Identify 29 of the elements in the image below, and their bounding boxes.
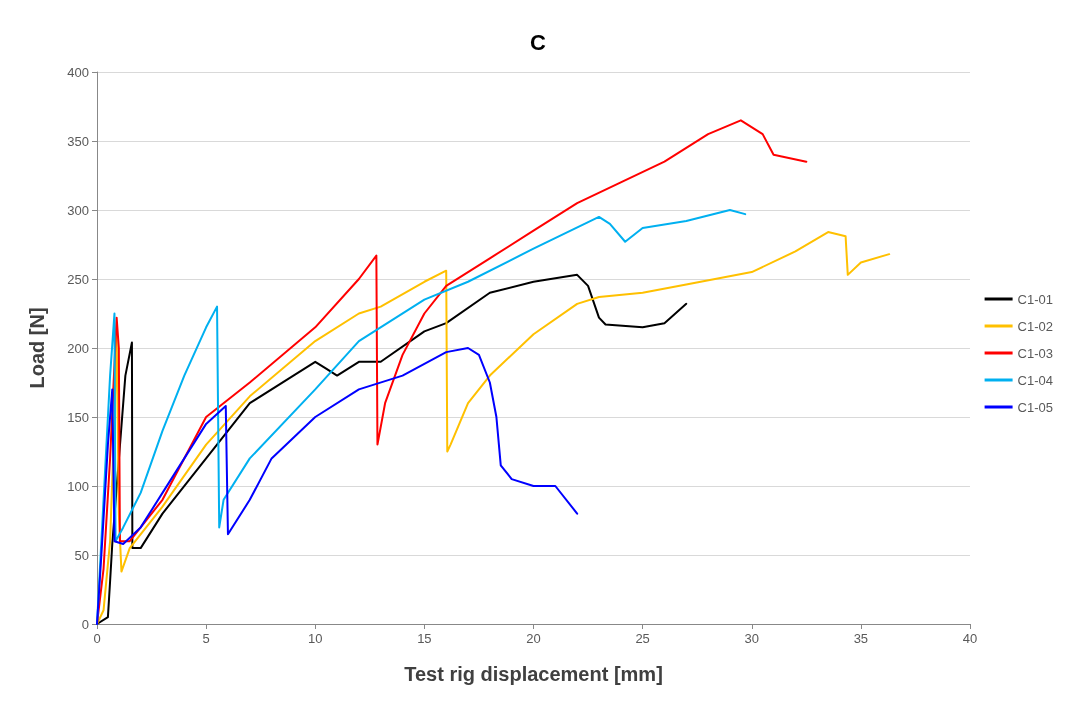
legend-label: C1-04 xyxy=(1017,372,1054,388)
y-tick-label: 50 xyxy=(74,547,89,563)
y-tick-label: 400 xyxy=(67,64,89,80)
x-tick-label: 30 xyxy=(744,631,759,646)
x-tick-label: 5 xyxy=(202,631,210,646)
line-series xyxy=(96,347,579,625)
y-tick-label: 150 xyxy=(67,409,89,425)
legend-label: C1-02 xyxy=(1017,318,1054,334)
line-series xyxy=(96,273,688,625)
y-tick-label: 100 xyxy=(67,478,89,494)
legend-label: C1-05 xyxy=(1017,399,1054,415)
x-tick-label: 15 xyxy=(417,631,432,646)
chart-title: C xyxy=(530,29,547,55)
x-tick-label: 20 xyxy=(526,631,541,646)
legend-label: C1-03 xyxy=(1017,345,1054,361)
x-tick-label: 35 xyxy=(853,631,869,646)
x-tick-label: 40 xyxy=(962,631,978,646)
y-axis-title: Load [N] xyxy=(26,307,48,389)
x-axis-title: Test rig displacement [mm] xyxy=(404,663,663,685)
y-tick-label: 300 xyxy=(67,202,89,218)
y-tick-label: 250 xyxy=(67,271,89,287)
y-tick-label: 0 xyxy=(81,616,89,632)
y-tick-label: 350 xyxy=(67,133,89,149)
x-tick-label: 25 xyxy=(635,631,650,646)
legend-label: C1-01 xyxy=(1017,291,1054,307)
y-tick-label: 200 xyxy=(67,340,89,356)
x-tick-label: 0 xyxy=(93,631,101,646)
x-tick-label: 10 xyxy=(308,631,323,646)
line-series xyxy=(96,231,891,625)
